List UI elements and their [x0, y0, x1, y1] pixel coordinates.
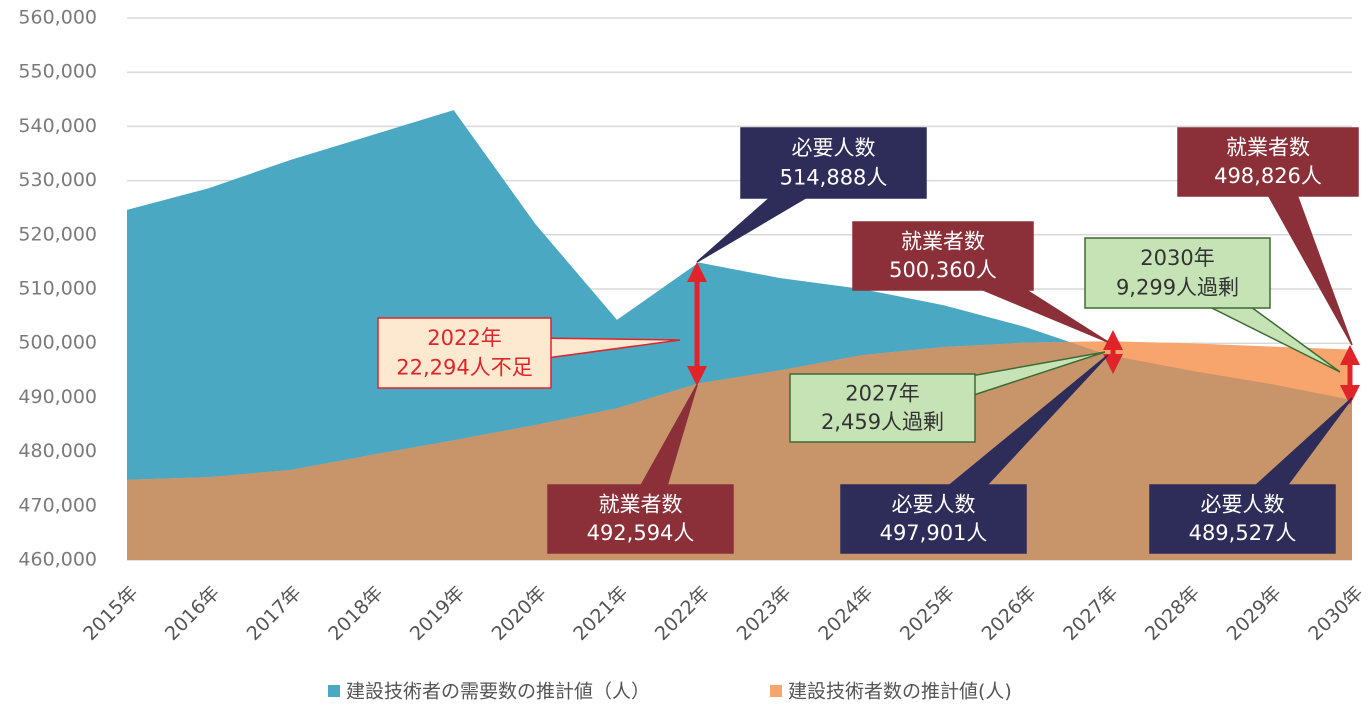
y-tick-label: 500,000	[18, 332, 97, 354]
callout-box	[1149, 484, 1336, 554]
y-tick-label: 560,000	[18, 7, 97, 29]
callout-text: 2027年	[845, 381, 919, 405]
x-tick-label: 2030年	[1304, 582, 1367, 645]
x-tick-label: 2019年	[406, 582, 469, 645]
callout-box	[547, 484, 734, 554]
callout-box	[740, 127, 927, 199]
legend-swatch	[328, 685, 340, 697]
y-tick-label: 520,000	[18, 223, 97, 245]
callout: 2027年 2,459人過剰	[789, 351, 1106, 443]
legend-label: 建設技術者の需要数の推計値（人）	[346, 681, 650, 703]
callout: 2022年 22,294人不足	[377, 317, 681, 389]
callout-box	[1177, 127, 1359, 197]
y-tick-label: 550,000	[18, 61, 97, 83]
callout-box	[852, 221, 1034, 291]
x-tick-label: 2020年	[488, 582, 551, 645]
legend-swatch	[770, 685, 782, 697]
callout: 必要人数 489,527人	[1149, 397, 1353, 554]
x-tick-label: 2021年	[569, 582, 632, 645]
callout-text: 就業者数	[901, 229, 985, 253]
x-tick-label: 2015年	[79, 582, 142, 645]
callout-text: 22,294人不足	[396, 355, 532, 379]
callout-box	[1084, 237, 1271, 309]
y-tick-label: 460,000	[18, 549, 97, 571]
callout-box	[377, 317, 552, 389]
callout-text: 497,901人	[880, 521, 988, 545]
x-tick-label: 2016年	[161, 582, 224, 645]
callout-text: 2022年	[427, 326, 501, 350]
y-tick-label: 530,000	[18, 169, 97, 191]
callout-text: 489,527人	[1189, 521, 1297, 545]
x-tick-label: 2018年	[324, 582, 387, 645]
callout: 就業者数 500,360人	[852, 221, 1109, 343]
y-tick-label: 540,000	[18, 115, 97, 137]
callout-text: 2030年	[1140, 246, 1214, 270]
x-tick-label: 2023年	[733, 582, 796, 645]
x-tick-label: 2022年	[651, 582, 714, 645]
callout-text: 9,299人過剰	[1116, 275, 1239, 299]
callout-text: 就業者数	[1226, 135, 1310, 159]
callout-box	[840, 484, 1027, 554]
callout-text: 必要人数	[1201, 492, 1285, 516]
x-tick-label: 2025年	[896, 582, 959, 645]
x-tick-label: 2017年	[243, 582, 306, 645]
callout: 必要人数 497,901人	[840, 354, 1109, 554]
areas	[127, 110, 1352, 560]
y-tick-label: 480,000	[18, 440, 97, 462]
area-overlap	[127, 341, 1352, 560]
callout-box	[789, 373, 976, 443]
x-tick-label: 2029年	[1223, 582, 1286, 645]
y-tick-label: 510,000	[18, 278, 97, 300]
x-tick-label: 2026年	[978, 582, 1041, 645]
callout-text: 必要人数	[892, 492, 976, 516]
legend-label: 建設技術者数の推計値(人)	[788, 681, 1012, 703]
y-tick-label: 490,000	[18, 386, 97, 408]
callout-text: 514,888人	[780, 165, 888, 189]
callout-text: 498,826人	[1214, 164, 1322, 188]
callout: 就業者数 492,594人	[547, 384, 734, 554]
callout-text: 就業者数	[599, 492, 683, 516]
callout: 就業者数 498,826人	[1177, 127, 1359, 346]
callout-text: 2,459人過剰	[821, 410, 944, 434]
gap-arrows	[687, 262, 1360, 405]
callout-text: 492,594人	[587, 521, 695, 545]
y-tick-label: 470,000	[18, 494, 97, 516]
callout: 必要人数 514,888人	[696, 127, 927, 263]
callout-text: 500,360人	[889, 258, 997, 282]
callout: 2030年 9,299人過剰	[1084, 237, 1341, 373]
callout-text: 必要人数	[792, 136, 876, 160]
x-tick-label: 2027年	[1059, 582, 1122, 645]
x-tick-label: 2024年	[814, 582, 877, 645]
x-tick-label: 2028年	[1141, 582, 1204, 645]
